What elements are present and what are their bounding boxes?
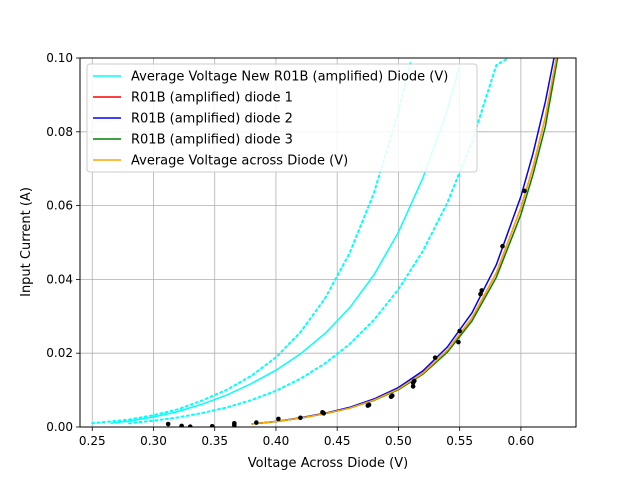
scatter-point bbox=[276, 416, 281, 422]
scatter-point bbox=[432, 355, 438, 360]
x-tick-label: 0.30 bbox=[140, 434, 167, 448]
scatter-point bbox=[366, 402, 372, 408]
series-line-2 bbox=[128, 58, 510, 425]
x-axis-ticks: 0.25 0.30 0.35 0.40 0.45 0.50 0.55 0.60 bbox=[79, 427, 534, 448]
scatter-point bbox=[187, 424, 193, 427]
legend-label: Average Voltage New R01B (amplified) Dio… bbox=[131, 70, 448, 85]
x-tick-label: 0.40 bbox=[263, 434, 290, 448]
scatter-point bbox=[457, 328, 462, 334]
legend-label: Average Voltage across Diode (V) bbox=[131, 154, 348, 169]
legend-items: Average Voltage New R01B (amplified) Dio… bbox=[93, 70, 448, 169]
x-axis-label: Voltage Across Diode (V) bbox=[248, 456, 408, 471]
y-tick-label: 0.08 bbox=[46, 125, 73, 139]
scatter-point bbox=[321, 411, 327, 416]
scatter-point bbox=[410, 384, 416, 389]
x-tick-label: 0.25 bbox=[79, 434, 106, 448]
series-layer bbox=[91, 58, 559, 425]
scatter-point bbox=[209, 423, 215, 427]
scatter-point bbox=[179, 423, 184, 427]
scatter-point bbox=[254, 420, 259, 425]
scatter-point bbox=[165, 421, 171, 427]
y-axis-ticks: 0.00 0.02 0.04 0.06 0.08 0.10 bbox=[46, 51, 80, 434]
legend-box bbox=[86, 63, 478, 173]
scatter-point bbox=[478, 291, 483, 297]
x-tick-label: 0.55 bbox=[446, 434, 473, 448]
y-tick-label: 0.06 bbox=[46, 199, 73, 213]
scatter-point bbox=[522, 188, 527, 194]
legend-label: R01B (amplified) diode 3 bbox=[131, 133, 293, 148]
legend: Average Voltage New R01B (amplified) Dio… bbox=[86, 63, 478, 173]
y-tick-label: 0.00 bbox=[46, 420, 73, 434]
y-tick-label: 0.10 bbox=[46, 51, 73, 65]
x-tick-label: 0.45 bbox=[324, 434, 351, 448]
series-line-6 bbox=[251, 58, 558, 425]
scatter-point bbox=[389, 393, 395, 398]
scatter-layer bbox=[165, 188, 527, 427]
scatter-point bbox=[500, 243, 505, 249]
y-tick-label: 0.02 bbox=[46, 346, 73, 360]
scatter-point bbox=[412, 378, 417, 384]
x-tick-label: 0.50 bbox=[385, 434, 412, 448]
scatter-point bbox=[298, 415, 303, 421]
scatter-point bbox=[456, 339, 461, 345]
scatter-point bbox=[479, 288, 484, 293]
series-line-0 bbox=[110, 65, 461, 425]
y-tick-label: 0.04 bbox=[46, 272, 73, 286]
y-axis-label: Input Current (A) bbox=[19, 187, 34, 297]
legend-label: R01B (amplified) diode 1 bbox=[131, 91, 293, 106]
legend-label: R01B (amplified) diode 2 bbox=[131, 112, 293, 127]
series-line-1 bbox=[91, 60, 412, 425]
x-tick-label: 0.35 bbox=[201, 434, 228, 448]
x-tick-label: 0.60 bbox=[508, 434, 535, 448]
scatter-point bbox=[232, 421, 237, 426]
plot-frame bbox=[79, 57, 577, 428]
